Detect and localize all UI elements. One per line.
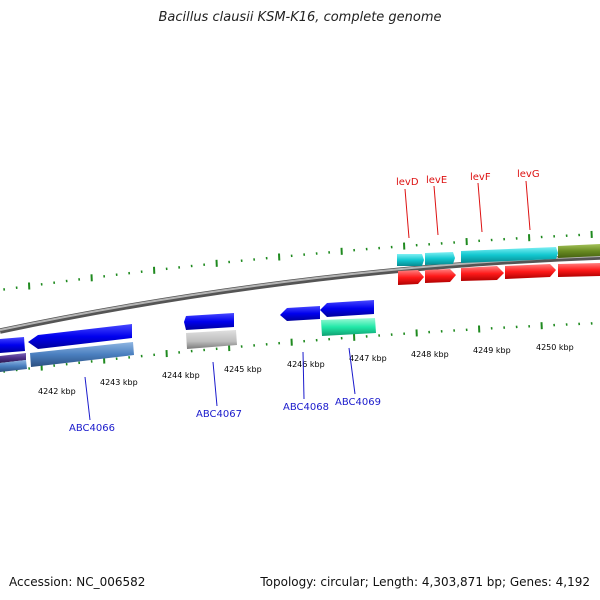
gene-blue-ABC4069[interactable] (320, 300, 374, 317)
gene-red-5[interactable] (558, 263, 600, 277)
upper-leader-lines (404, 180, 531, 239)
gene-cyan-levE[interactable] (425, 252, 455, 265)
gene-red-1[interactable] (398, 270, 424, 285)
gene-cyan-levF[interactable] (461, 247, 558, 263)
gene-label-ABC4066[interactable]: ABC4066 (69, 423, 115, 434)
gene-red-4[interactable] (505, 264, 556, 279)
topology-label: Topology: circular; Length: 4,303,871 bp… (260, 575, 590, 589)
lev-operon-track (397, 244, 600, 285)
leader-levF (477, 182, 483, 233)
gene-label-levF[interactable]: levF (470, 172, 491, 183)
gene-label-levD[interactable]: levD (396, 177, 419, 188)
gene-gray-ABC4067[interactable] (186, 330, 237, 349)
gene-label-ABC4068[interactable]: ABC4068 (283, 402, 329, 413)
upper-tick-track (3, 230, 593, 291)
kbp-label: 4248 kbp (411, 350, 449, 359)
gene-mint-ABC4069[interactable] (321, 318, 376, 336)
upper-gene-labels: levD levE levF levG (396, 169, 540, 188)
leader-ABC4069 (348, 347, 356, 395)
leader-ABC4066 (84, 376, 91, 421)
gene-green-levG[interactable] (558, 244, 600, 258)
leader-levD (404, 188, 410, 239)
lower-leader-lines (84, 347, 356, 421)
kbp-label: 4244 kbp (162, 371, 200, 380)
map-title: Bacillus clausii KSM-K16, complete genom… (158, 10, 442, 25)
gene-blue-ABC4068[interactable] (280, 306, 320, 321)
gene-red-2[interactable] (425, 269, 456, 283)
gene-steelblue-ABC4066[interactable] (30, 342, 134, 367)
kbp-label: 4243 kbp (100, 378, 138, 387)
kbp-label: 4249 kbp (473, 346, 511, 355)
kbp-label: 4250 kbp (536, 343, 574, 352)
kbp-label: 4245 kbp (224, 365, 262, 374)
lower-gene-labels: ABC4066 ABC4067 ABC4068 ABC4069 (69, 397, 381, 434)
leader-levG (525, 180, 531, 231)
gene-blue-left-1[interactable] (0, 337, 25, 353)
kbp-labels: 4242 kbp 4243 kbp 4244 kbp 4245 kbp 4246… (38, 343, 574, 396)
gene-cyan-levD[interactable] (397, 254, 424, 266)
leader-ABC4068 (302, 351, 305, 400)
accession-label: Accession: NC_006582 (9, 575, 146, 589)
kbp-label: 4242 kbp (38, 387, 76, 396)
genome-backbone (0, 254, 600, 334)
gene-label-ABC4067[interactable]: ABC4067 (196, 409, 242, 420)
lower-gene-track (0, 300, 376, 372)
gene-label-levG[interactable]: levG (517, 169, 540, 180)
gene-blue-ABC4067[interactable] (184, 313, 234, 330)
leader-ABC4067 (212, 361, 218, 407)
gene-red-3[interactable] (461, 266, 504, 281)
gene-purple-left[interactable] (0, 353, 26, 363)
leader-levE (433, 185, 439, 236)
kbp-label: 4247 kbp (349, 354, 387, 363)
gene-blue-ABC4066[interactable] (28, 324, 132, 349)
gene-steelblue-left[interactable] (0, 360, 27, 372)
lower-tick-track (3, 322, 593, 373)
kbp-label: 4246 kbp (287, 360, 325, 369)
gene-label-levE[interactable]: levE (426, 175, 447, 186)
gene-label-ABC4069[interactable]: ABC4069 (335, 397, 381, 408)
